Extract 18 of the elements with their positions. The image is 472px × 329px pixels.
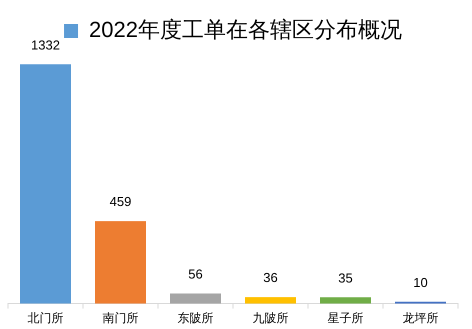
data-label: 56: [188, 266, 203, 282]
x-tick-label: 龙坪所: [402, 311, 438, 326]
bar: [170, 294, 221, 304]
x-tick-label: 九陂所: [252, 311, 288, 326]
data-label: 1332: [31, 37, 60, 52]
data-label: 10: [413, 274, 428, 290]
x-tick-label: 东陂所: [178, 311, 214, 326]
bar: [245, 297, 296, 304]
x-tick-label: 北门所: [28, 311, 64, 326]
data-label: 36: [263, 270, 278, 286]
x-tick-label: 南门所: [102, 311, 138, 326]
bar: [20, 64, 71, 304]
legend-label: 2022年度工单在各辖区分布概况: [89, 17, 402, 42]
x-tick-label: 星子所: [328, 311, 364, 326]
data-label: 459: [110, 194, 132, 210]
bar: [95, 221, 146, 304]
bar: [320, 297, 371, 304]
data-label: 35: [338, 270, 353, 286]
